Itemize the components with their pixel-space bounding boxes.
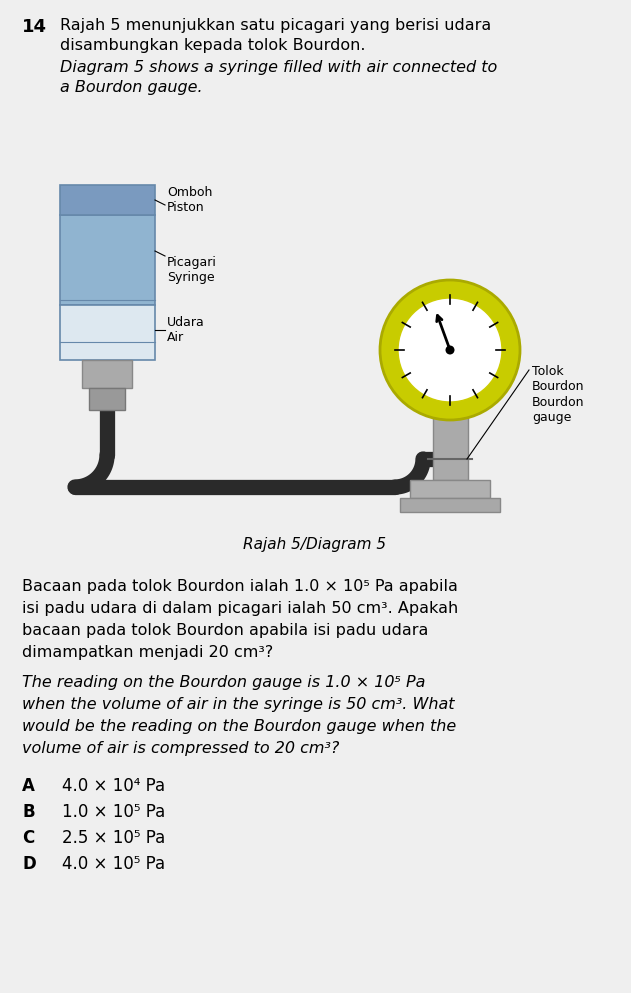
Text: bacaan pada tolok Bourdon apabila isi padu udara: bacaan pada tolok Bourdon apabila isi pa… [22, 623, 428, 638]
Text: D: D [22, 855, 36, 873]
Bar [82, 360, 132, 388]
Bar [60, 185, 155, 215]
Text: volume of air is compressed to 20 cm³?: volume of air is compressed to 20 cm³? [22, 741, 339, 756]
Text: Tolok
Bourdon
Bourdon
gauge: Tolok Bourdon Bourdon gauge [532, 365, 584, 424]
Text: 14: 14 [22, 18, 47, 36]
Bar [60, 215, 155, 305]
Circle shape [445, 346, 454, 355]
Text: dimampatkan menjadi 20 cm³?: dimampatkan menjadi 20 cm³? [22, 645, 273, 660]
Text: Rajah 5 menunjukkan satu picagari yang berisi udara: Rajah 5 menunjukkan satu picagari yang b… [60, 18, 492, 33]
Text: 4.0 × 10⁴ Pa: 4.0 × 10⁴ Pa [62, 777, 165, 795]
Text: B: B [22, 803, 35, 821]
Text: C: C [22, 829, 34, 847]
Text: would be the reading on the Bourdon gauge when the: would be the reading on the Bourdon gaug… [22, 719, 456, 734]
Text: Diagram 5 shows a syringe filled with air connected to: Diagram 5 shows a syringe filled with ai… [60, 60, 497, 75]
Text: Omboh
Piston: Omboh Piston [167, 186, 213, 214]
Bar [410, 480, 490, 498]
Text: a Bourdon gauge.: a Bourdon gauge. [60, 80, 203, 95]
Bar [433, 410, 468, 480]
Circle shape [380, 280, 520, 420]
Text: Udara
Air: Udara Air [167, 316, 204, 344]
Text: A: A [22, 777, 35, 795]
Text: 2.5 × 10⁵ Pa: 2.5 × 10⁵ Pa [62, 829, 165, 847]
Text: disambungkan kepada tolok Bourdon.: disambungkan kepada tolok Bourdon. [60, 38, 365, 53]
Text: Rajah 5/Diagram 5: Rajah 5/Diagram 5 [244, 537, 387, 552]
Text: The reading on the Bourdon gauge is 1.0 × 10⁵ Pa: The reading on the Bourdon gauge is 1.0 … [22, 675, 425, 690]
Bar [60, 305, 155, 360]
Circle shape [398, 298, 502, 402]
Text: when the volume of air in the syringe is 50 cm³. What: when the volume of air in the syringe is… [22, 697, 454, 712]
Text: 1.0 × 10⁵ Pa: 1.0 × 10⁵ Pa [62, 803, 165, 821]
Text: Picagari
Syringe: Picagari Syringe [167, 256, 217, 285]
Text: Bacaan pada tolok Bourdon ialah 1.0 × 10⁵ Pa apabila: Bacaan pada tolok Bourdon ialah 1.0 × 10… [22, 579, 458, 594]
Bar [89, 388, 125, 410]
Text: 4.0 × 10⁵ Pa: 4.0 × 10⁵ Pa [62, 855, 165, 873]
Text: isi padu udara di dalam picagari ialah 50 cm³. Apakah: isi padu udara di dalam picagari ialah 5… [22, 601, 458, 616]
Bar [400, 498, 500, 512]
